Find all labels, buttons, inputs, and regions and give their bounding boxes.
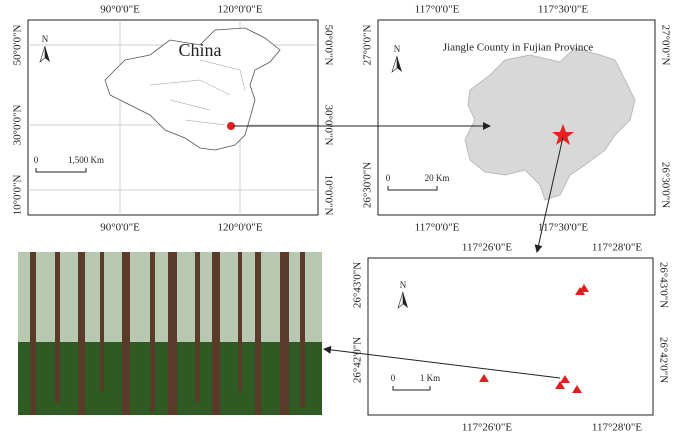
lon-label: 90°0'0"E — [100, 222, 140, 234]
scale-label: 0 — [34, 155, 39, 165]
lon-label: 117°28'0"E — [592, 422, 642, 434]
lat-label: 30°0'0"N — [322, 105, 334, 146]
county-shape — [464, 47, 636, 201]
scale-label: 20 Km — [425, 173, 450, 183]
north-arrow — [45, 46, 50, 62]
forest-photo — [18, 252, 322, 415]
scale-bar — [35, 168, 87, 173]
lat-label: 26°43'0"N — [352, 262, 364, 308]
lat-label: 50°0'0"N — [322, 25, 334, 66]
lon-label: 120°0'0"E — [217, 222, 262, 234]
north-label: N — [42, 34, 49, 44]
lat-label: 26°43'0"N — [657, 262, 669, 308]
lon-label: 117°28'0"E — [592, 242, 642, 254]
lon-label: 117°26'0"E — [462, 242, 512, 254]
lat-label: 27°0'0"N — [362, 25, 374, 66]
lat-label: 50°0'0"N — [12, 25, 24, 66]
lon-label: 90°0'0"E — [100, 4, 140, 16]
north-arrow — [39, 45, 46, 63]
north-arrow — [403, 292, 408, 308]
panel-title: Jiangle County in Fujian Province — [443, 42, 593, 54]
lat-label: 10°0'0"N — [12, 175, 24, 216]
lat-label: 26°42'0"N — [352, 337, 364, 383]
lon-label: 117°0'0"E — [415, 222, 460, 234]
north-label: N — [400, 280, 407, 290]
north-arrow — [391, 55, 398, 73]
north-arrow — [397, 291, 404, 309]
lat-label: 26°42'0"N — [657, 337, 669, 383]
panel-title: China — [179, 40, 222, 60]
lon-label: 117°26'0"E — [462, 422, 512, 434]
arrows — [233, 122, 564, 379]
lat-label: 10°0'0"N — [322, 175, 334, 216]
site-frame — [367, 257, 654, 416]
province-lines — [149, 59, 246, 126]
lon-label: 117°30'0"E — [538, 4, 588, 16]
scale-label: 1 Km — [420, 373, 440, 383]
lat-label: 27°0'0"N — [659, 25, 671, 66]
scale-label: 0 — [391, 373, 396, 383]
lon-label: 117°0'0"E — [415, 4, 460, 16]
scale-bar — [387, 186, 438, 191]
scale-label: 1,500 Km — [68, 155, 104, 165]
sample-sites — [479, 284, 589, 393]
lon-label: 117°30'0"E — [538, 222, 588, 234]
lat-label: 26°30'0"N — [362, 162, 374, 208]
scale-bar — [392, 386, 431, 391]
county-star — [552, 124, 574, 145]
north-label: N — [394, 44, 401, 54]
china-outline — [104, 27, 281, 151]
location-dot — [227, 122, 235, 130]
lat-label: 30°0'0"N — [12, 105, 24, 146]
scale-label: 0 — [386, 173, 391, 183]
lon-label: 120°0'0"E — [217, 4, 262, 16]
north-arrow — [397, 56, 402, 72]
lat-label: 26°30'0"N — [659, 162, 671, 208]
